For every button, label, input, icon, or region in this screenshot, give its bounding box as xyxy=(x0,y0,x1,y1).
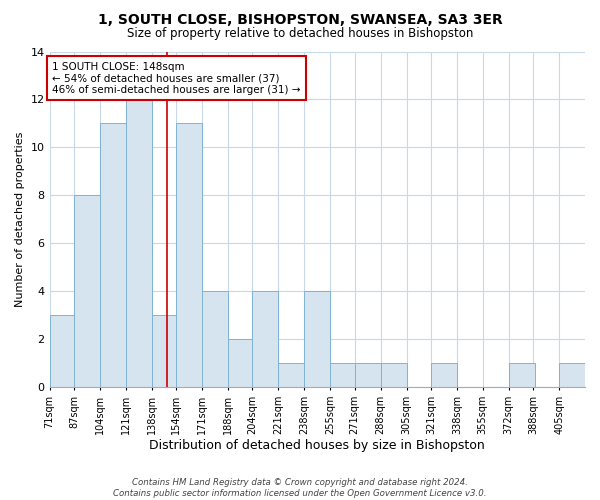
Bar xyxy=(228,339,254,387)
Bar xyxy=(100,124,126,387)
Bar xyxy=(509,363,535,387)
Bar xyxy=(152,315,178,387)
X-axis label: Distribution of detached houses by size in Bishopston: Distribution of detached houses by size … xyxy=(149,440,485,452)
Y-axis label: Number of detached properties: Number of detached properties xyxy=(15,132,25,307)
Bar xyxy=(50,315,76,387)
Bar xyxy=(559,363,585,387)
Bar xyxy=(202,291,228,387)
Text: Contains HM Land Registry data © Crown copyright and database right 2024.
Contai: Contains HM Land Registry data © Crown c… xyxy=(113,478,487,498)
Bar xyxy=(330,363,356,387)
Bar xyxy=(355,363,380,387)
Bar xyxy=(126,100,152,387)
Bar xyxy=(380,363,407,387)
Bar xyxy=(304,291,330,387)
Bar xyxy=(253,291,278,387)
Bar xyxy=(74,195,100,387)
Text: 1, SOUTH CLOSE, BISHOPSTON, SWANSEA, SA3 3ER: 1, SOUTH CLOSE, BISHOPSTON, SWANSEA, SA3… xyxy=(98,12,502,26)
Text: 1 SOUTH CLOSE: 148sqm
← 54% of detached houses are smaller (37)
46% of semi-deta: 1 SOUTH CLOSE: 148sqm ← 54% of detached … xyxy=(52,62,301,95)
Bar xyxy=(431,363,457,387)
Bar xyxy=(176,124,202,387)
Bar xyxy=(278,363,304,387)
Text: Size of property relative to detached houses in Bishopston: Size of property relative to detached ho… xyxy=(127,28,473,40)
